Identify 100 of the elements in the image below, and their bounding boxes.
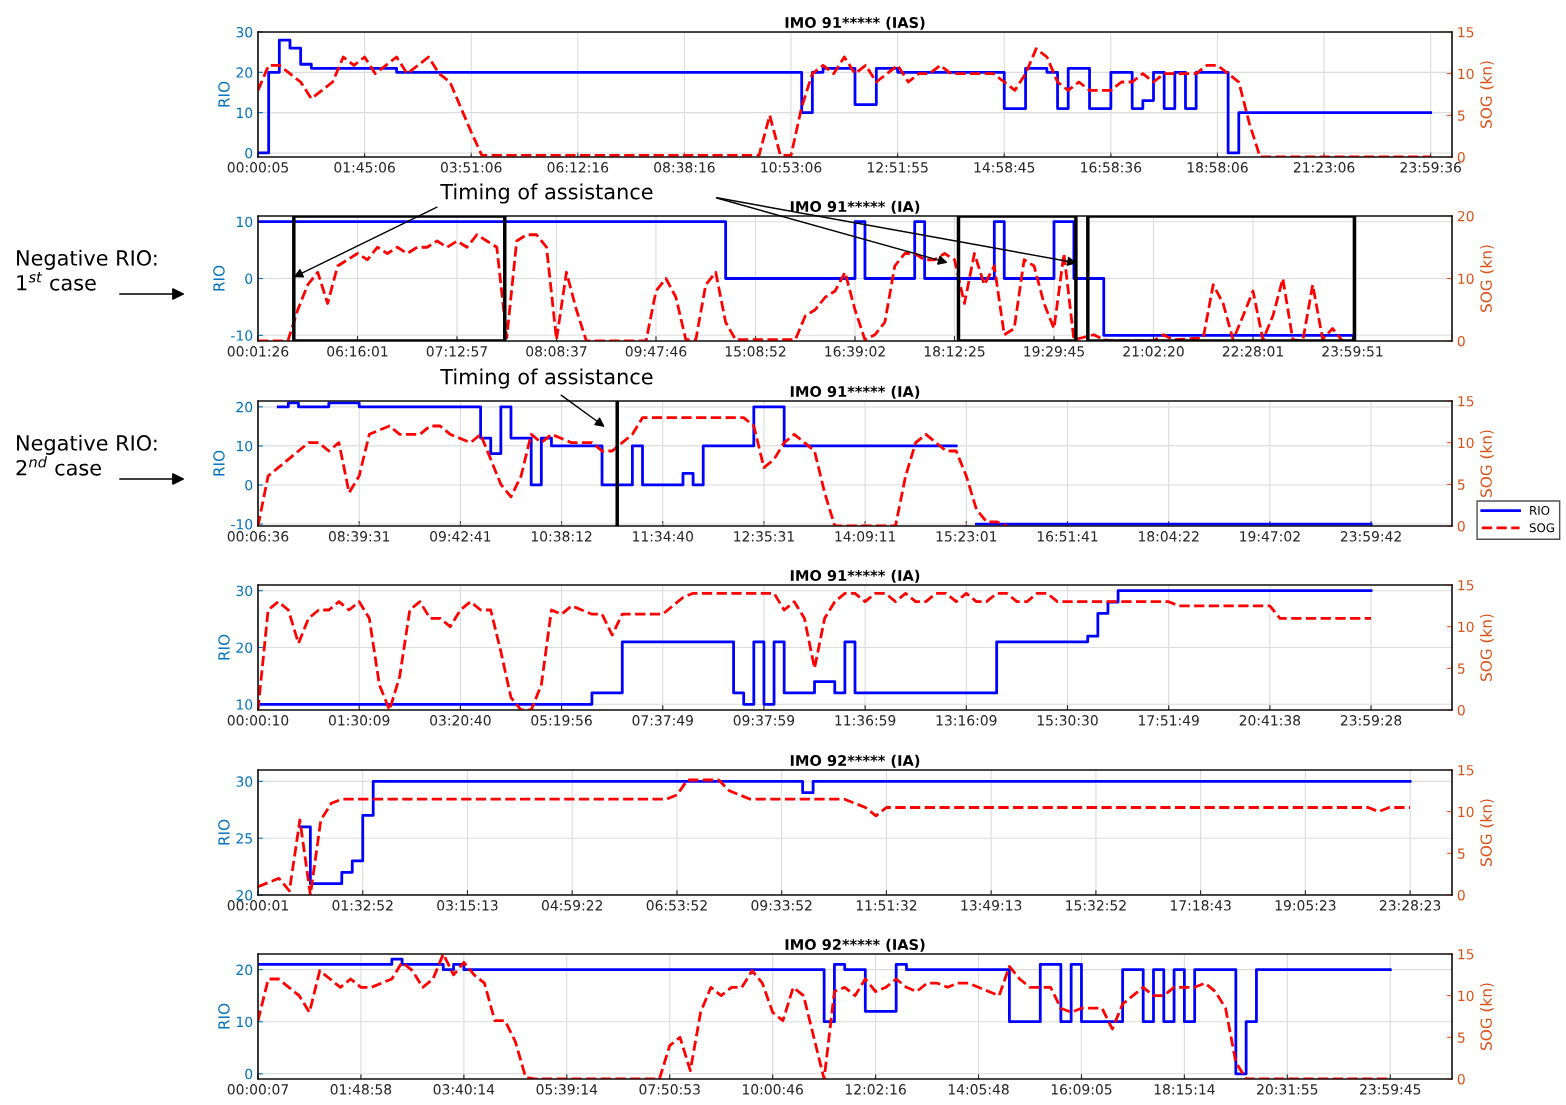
- y-tick-label: 10: [236, 699, 253, 710]
- x-tick-label: 05:39:14: [536, 1084, 598, 1095]
- x-tick-label: 18:58:06: [1187, 162, 1248, 173]
- y-axis-title: RIO: [218, 819, 230, 845]
- y2-tick-label: 10: [1458, 990, 1474, 1002]
- y-axis-title: RIO: [218, 81, 230, 107]
- x-tick-label: 17:18:43: [1170, 900, 1231, 911]
- y-tick-label: 20: [236, 889, 253, 901]
- y2-axis-title: SOG (kn): [1480, 614, 1494, 681]
- chart-title: IMO 92***** (IA): [790, 754, 920, 768]
- y-tick-label: 0: [245, 147, 253, 159]
- legend-label: RIO: [1530, 505, 1550, 515]
- x-tick-label: 23:59:28: [1340, 715, 1402, 726]
- x-tick-label: 18:04:22: [1139, 531, 1199, 542]
- x-tick-label: 04:59:22: [541, 900, 603, 911]
- x-tick-label: 19:47:02: [1240, 531, 1300, 542]
- chart-title: IMO 91***** (IA): [790, 569, 920, 583]
- x-tick-label: 16:58:36: [1081, 162, 1142, 173]
- y-tick-label: 20: [236, 401, 253, 413]
- text: Negative RIO: 1$^{st}$ case: [17, 249, 157, 291]
- y2-tick-label: 15: [1458, 396, 1474, 407]
- y2-tick-label: 20: [1457, 210, 1474, 222]
- chart-title: IMO 92***** (IAS): [785, 938, 925, 952]
- y2-tick-label: 5: [1457, 479, 1465, 490]
- x-tick-label: 00:01:26: [227, 346, 289, 357]
- text: Timing of assistance: [440, 183, 653, 204]
- x-tick-label: 23:59:51: [1322, 346, 1383, 357]
- y2-tick-label: 0: [1457, 520, 1465, 532]
- x-tick-label: 23:59:36: [1400, 162, 1461, 173]
- y-tick-label: 10: [236, 107, 253, 119]
- x-tick-label: 09:33:52: [751, 900, 812, 911]
- x-tick-label: 01:45:06: [334, 162, 395, 173]
- y-axis-title: RIO: [218, 1003, 230, 1029]
- y2-tick-label: 5: [1457, 848, 1465, 859]
- x-tick-label: 09:42:41: [430, 531, 491, 542]
- y2-tick-label: 0: [1457, 335, 1465, 347]
- x-tick-label: 12:02:16: [845, 1084, 906, 1095]
- x-tick-label: 00:00:10: [227, 715, 289, 726]
- x-tick-label: 09:47:46: [625, 346, 687, 357]
- y-tick-label: 0: [245, 1068, 253, 1080]
- x-tick-label: 15:08:52: [725, 346, 786, 357]
- y-tick-label: -10: [231, 330, 253, 341]
- x-tick-label: 06:53:52: [646, 900, 707, 911]
- x-tick-label: 07:37:49: [632, 715, 693, 726]
- x-tick-label: 05:19:56: [531, 715, 592, 726]
- y2-axis-title: SOG (kn): [1480, 430, 1494, 497]
- y-tick-label: 10: [236, 216, 253, 228]
- x-tick-label: 14:58:45: [974, 162, 1035, 173]
- x-tick-label: 13:49:13: [961, 900, 1022, 911]
- y2-axis-title: SOG (kn): [1480, 61, 1494, 128]
- y2-tick-label: 0: [1457, 1073, 1465, 1085]
- x-tick-label: 22:28:01: [1222, 346, 1283, 357]
- x-tick-label: 01:48:58: [330, 1084, 392, 1095]
- y-tick-label: 20: [236, 642, 253, 653]
- x-tick-label: 10:38:12: [531, 531, 592, 542]
- x-tick-label: 03:40:14: [433, 1084, 495, 1095]
- x-tick-label: 21:02:20: [1123, 346, 1184, 357]
- x-tick-label: 12:35:31: [734, 531, 794, 542]
- x-tick-label: 14:09:11: [835, 531, 896, 542]
- x-tick-label: 11:36:59: [835, 715, 896, 726]
- text: Negative RIO: 2$^{nd}$ case: [16, 434, 157, 476]
- line-series: [258, 416, 1009, 526]
- x-tick-label: 01:30:09: [328, 715, 390, 726]
- x-tick-label: 17:51:49: [1139, 715, 1199, 726]
- x-tick-label: 10:53:06: [761, 162, 822, 173]
- x-tick-label: 15:23:01: [936, 531, 997, 542]
- y2-tick-label: 15: [1458, 580, 1474, 591]
- x-tick-label: 16:51:41: [1037, 531, 1098, 542]
- y2-axis-title: SOG (kn): [1480, 245, 1494, 312]
- y2-tick-label: 10: [1458, 68, 1474, 80]
- x-tick-label: 21:23:06: [1293, 162, 1355, 173]
- y-tick-label: 30: [236, 585, 253, 597]
- y-tick-label: 0: [245, 479, 253, 491]
- x-tick-label: 23:28:23: [1379, 900, 1441, 911]
- x-tick-label: 08:38:16: [654, 162, 715, 173]
- y-axis-title: RIO: [213, 450, 225, 476]
- x-tick-label: 14:05:48: [948, 1084, 1009, 1095]
- legend-label: SOG: [1529, 523, 1554, 533]
- y-axis-title: RIO: [218, 634, 230, 660]
- x-tick-label: 03:20:40: [430, 715, 491, 726]
- y2-tick-label: 10: [1458, 273, 1474, 284]
- y-tick-label: 30: [236, 776, 253, 787]
- chart-title: IMO 91***** (IA): [790, 385, 920, 399]
- y2-tick-label: 5: [1457, 1032, 1465, 1043]
- x-tick-label: 19:29:45: [1024, 346, 1084, 357]
- x-tick-label: 15:30:30: [1037, 715, 1098, 726]
- y-tick-label: 10: [236, 1016, 253, 1028]
- y2-tick-label: 10: [1458, 621, 1474, 633]
- x-tick-label: 06:12:16: [547, 162, 609, 173]
- y2-tick-label: 15: [1458, 27, 1474, 38]
- y-tick-label: 0: [245, 273, 253, 284]
- x-tick-label: 12:51:55: [867, 162, 928, 173]
- y2-tick-label: 0: [1457, 704, 1465, 716]
- y-tick-label: -10: [231, 519, 253, 530]
- y2-tick-label: 15: [1458, 949, 1474, 960]
- y2-tick-label: 0: [1457, 889, 1465, 901]
- x-tick-label: 20:41:38: [1239, 715, 1301, 726]
- y2-tick-label: 10: [1458, 437, 1474, 449]
- x-tick-label: 06:16:01: [327, 346, 388, 357]
- x-tick-label: 09:37:59: [733, 715, 795, 726]
